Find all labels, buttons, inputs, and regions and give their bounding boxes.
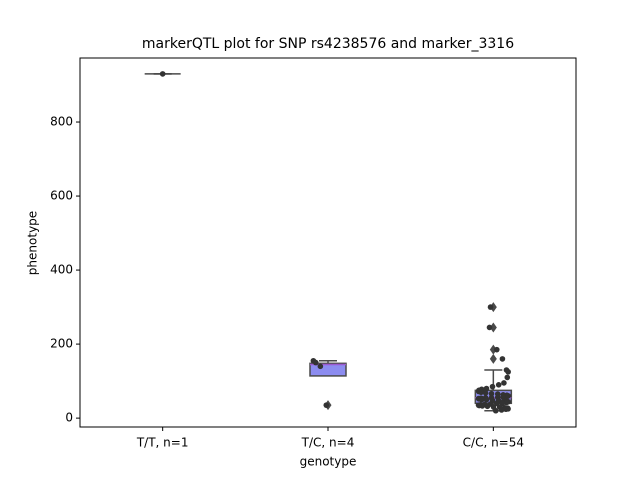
point: [310, 357, 317, 364]
point: [503, 406, 509, 413]
x-tick-label: T/T, n=1: [136, 436, 189, 450]
point: [498, 407, 505, 413]
point: [487, 304, 494, 310]
point: [478, 396, 485, 403]
point: [488, 390, 495, 397]
point: [317, 363, 324, 370]
point: [499, 356, 506, 362]
point: [486, 324, 493, 331]
point: [504, 374, 511, 381]
x-axis-label: genotype: [300, 455, 357, 469]
plot-frame: [79, 57, 577, 428]
outlier: [489, 344, 497, 355]
y-tick-label: 800: [50, 115, 73, 129]
point: [492, 407, 499, 414]
y-tick-label: 0: [65, 411, 73, 425]
point: [505, 369, 511, 375]
chart-title: markerQTL plot for SNP rs4238576 and mar…: [142, 36, 514, 52]
y-tick-label: 600: [50, 189, 73, 203]
outlier: [489, 322, 497, 333]
point: [495, 382, 502, 388]
point: [482, 390, 489, 396]
y-tick-label: 200: [50, 337, 73, 351]
x-tick-label: T/C, n=4: [301, 436, 355, 450]
point: [323, 402, 330, 408]
point: [484, 403, 491, 410]
point: [483, 396, 490, 403]
outlier: [489, 353, 497, 364]
point: [493, 346, 500, 353]
point: [483, 385, 490, 392]
point: [501, 380, 507, 386]
x-tick-label: C/C, n=54: [463, 436, 524, 450]
point: [479, 403, 486, 409]
point: [159, 71, 166, 77]
y-axis-label: phenotype: [26, 211, 40, 275]
point: [478, 389, 484, 396]
y-tick-label: 400: [50, 263, 73, 277]
point: [489, 383, 496, 390]
